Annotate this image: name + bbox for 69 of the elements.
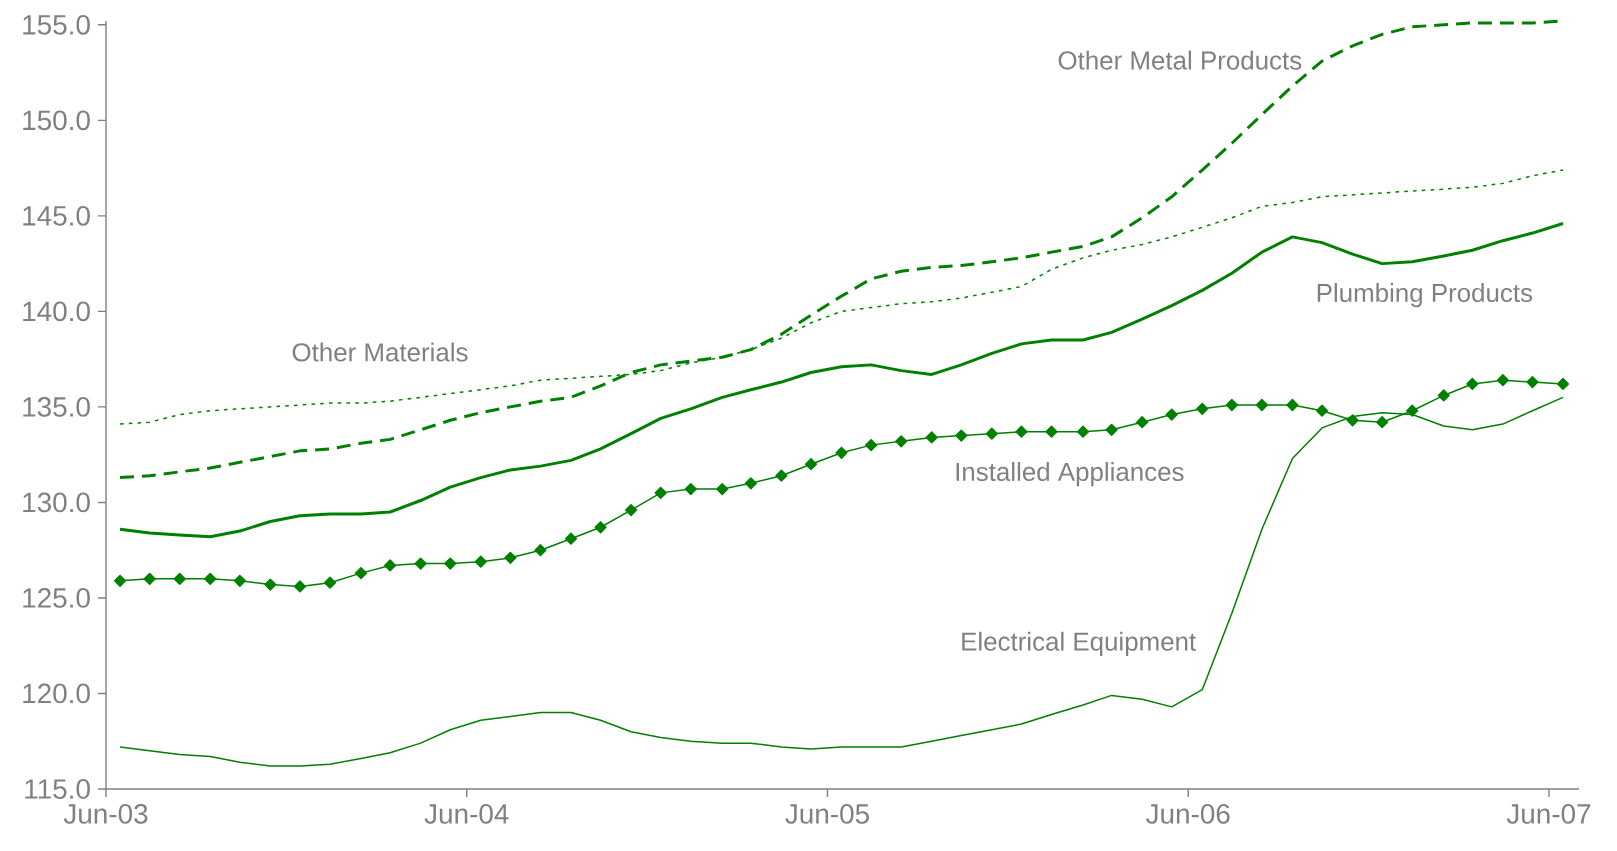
point — [113, 574, 127, 587]
point — [865, 439, 878, 452]
point — [895, 435, 908, 448]
y-tick-label: 145.0 — [23, 205, 90, 226]
point — [1376, 416, 1389, 429]
point — [1526, 375, 1539, 389]
x-tick-label: Jun-04 — [424, 804, 509, 824]
point — [835, 446, 848, 459]
point — [985, 427, 998, 440]
y-tick-label: 130.0 — [23, 492, 90, 513]
point — [474, 555, 487, 568]
point — [1406, 404, 1419, 417]
series-label: Installed Appliances — [956, 462, 1184, 487]
y-tick-label: 150.0 — [23, 110, 90, 131]
y-tick-label: 120.0 — [23, 683, 90, 704]
x-tick-label: Jun-03 — [63, 804, 148, 824]
point — [1196, 402, 1209, 415]
series-label: Electrical Equipment — [962, 631, 1196, 656]
series-label: Other Metal Products — [1058, 50, 1302, 70]
point — [143, 572, 156, 585]
x-tick-label: Jun-07 — [1506, 804, 1591, 824]
y-tick-label: 125.0 — [23, 588, 90, 608]
point — [1255, 398, 1269, 412]
point — [1045, 425, 1058, 438]
point — [1466, 377, 1479, 391]
y-tick-label: 135.0 — [23, 397, 90, 417]
point — [1496, 374, 1509, 387]
point — [534, 544, 547, 557]
point — [564, 532, 578, 545]
x-tick-label: Jun-05 — [785, 804, 869, 824]
point — [293, 580, 307, 593]
point — [204, 572, 217, 585]
point — [955, 429, 968, 442]
point — [1315, 404, 1329, 417]
point — [775, 469, 788, 482]
point — [354, 567, 368, 580]
point — [744, 477, 757, 490]
series-label: Plumbing Products — [1317, 283, 1533, 308]
y-tick-label: 140.0 — [23, 301, 90, 322]
point — [1286, 398, 1299, 412]
point — [1076, 425, 1090, 438]
x-tick-label: Jun-06 — [1146, 804, 1230, 824]
point — [1225, 398, 1238, 412]
point — [384, 559, 397, 572]
point — [233, 574, 246, 587]
point — [594, 521, 607, 534]
point — [716, 482, 729, 496]
y-tick-label: 115.0 — [25, 779, 90, 799]
point — [1556, 377, 1570, 391]
point — [925, 431, 938, 444]
point — [414, 557, 427, 570]
point — [1165, 408, 1178, 421]
point — [1437, 389, 1450, 402]
line-series — [118, 222, 1565, 539]
series-label: Other Materials — [292, 342, 468, 362]
point — [1015, 425, 1028, 438]
point — [264, 578, 277, 591]
point — [804, 458, 818, 471]
point — [323, 576, 337, 589]
point — [1105, 423, 1118, 436]
point — [654, 486, 667, 499]
point — [1346, 414, 1359, 427]
point — [504, 551, 517, 564]
point — [684, 482, 697, 496]
point — [173, 572, 186, 585]
point — [624, 503, 638, 517]
y-tick-label: 155.0 — [23, 14, 90, 35]
point — [1136, 416, 1149, 429]
point — [444, 557, 457, 570]
